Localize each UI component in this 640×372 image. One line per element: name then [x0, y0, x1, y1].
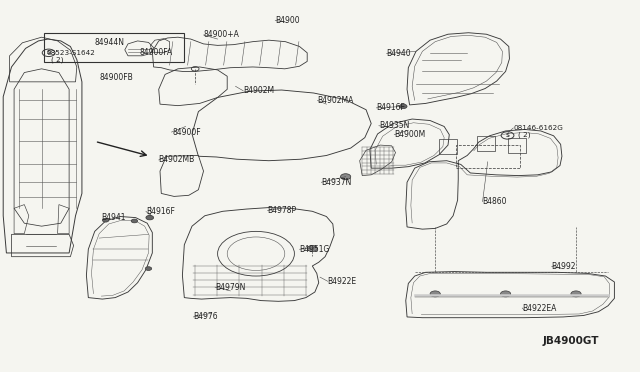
- Circle shape: [307, 246, 317, 251]
- Text: B4976: B4976: [193, 312, 218, 321]
- Text: B4979N: B4979N: [215, 283, 245, 292]
- Text: B4940: B4940: [387, 49, 411, 58]
- Text: JB4900GT: JB4900GT: [543, 337, 599, 346]
- Text: B4860: B4860: [483, 197, 507, 206]
- Text: 84900FB: 84900FB: [100, 73, 134, 82]
- Text: 84900FA: 84900FA: [140, 48, 173, 57]
- Text: B4922E: B4922E: [328, 277, 357, 286]
- Text: B4937N: B4937N: [321, 178, 351, 187]
- Circle shape: [145, 267, 152, 270]
- Text: B4900: B4900: [275, 16, 300, 25]
- Text: B4978P: B4978P: [268, 206, 297, 215]
- Circle shape: [131, 219, 138, 223]
- Text: 84944N: 84944N: [95, 38, 125, 47]
- Text: ( 2): ( 2): [518, 131, 531, 138]
- Text: ( 2): ( 2): [51, 56, 64, 63]
- Bar: [44, 33, 184, 62]
- Text: B4902MB: B4902MB: [159, 155, 195, 164]
- Text: B4900M: B4900M: [394, 130, 426, 139]
- Text: 08523-S1642: 08523-S1642: [46, 50, 95, 56]
- Text: B4916F: B4916F: [146, 207, 175, 216]
- Text: S: S: [506, 133, 509, 138]
- Bar: [456, 145, 520, 168]
- Circle shape: [146, 215, 154, 220]
- Text: S: S: [47, 50, 51, 55]
- Circle shape: [102, 218, 109, 222]
- Text: B4902M: B4902M: [243, 86, 275, 95]
- Circle shape: [399, 104, 407, 109]
- Text: B4935N: B4935N: [379, 121, 409, 130]
- Text: B4922EA: B4922EA: [522, 304, 557, 312]
- Text: B4992: B4992: [552, 262, 576, 271]
- Circle shape: [500, 291, 511, 297]
- Circle shape: [340, 174, 351, 180]
- Circle shape: [430, 291, 440, 297]
- Circle shape: [571, 291, 581, 297]
- Text: B4951G: B4951G: [300, 245, 330, 254]
- Text: 84900+A: 84900+A: [204, 31, 239, 39]
- Text: B4941: B4941: [101, 213, 125, 222]
- Text: B4902MA: B4902MA: [317, 96, 354, 105]
- Text: B4916F: B4916F: [376, 103, 405, 112]
- Text: 84900F: 84900F: [173, 128, 202, 137]
- Text: 08146-6162G: 08146-6162G: [513, 125, 563, 131]
